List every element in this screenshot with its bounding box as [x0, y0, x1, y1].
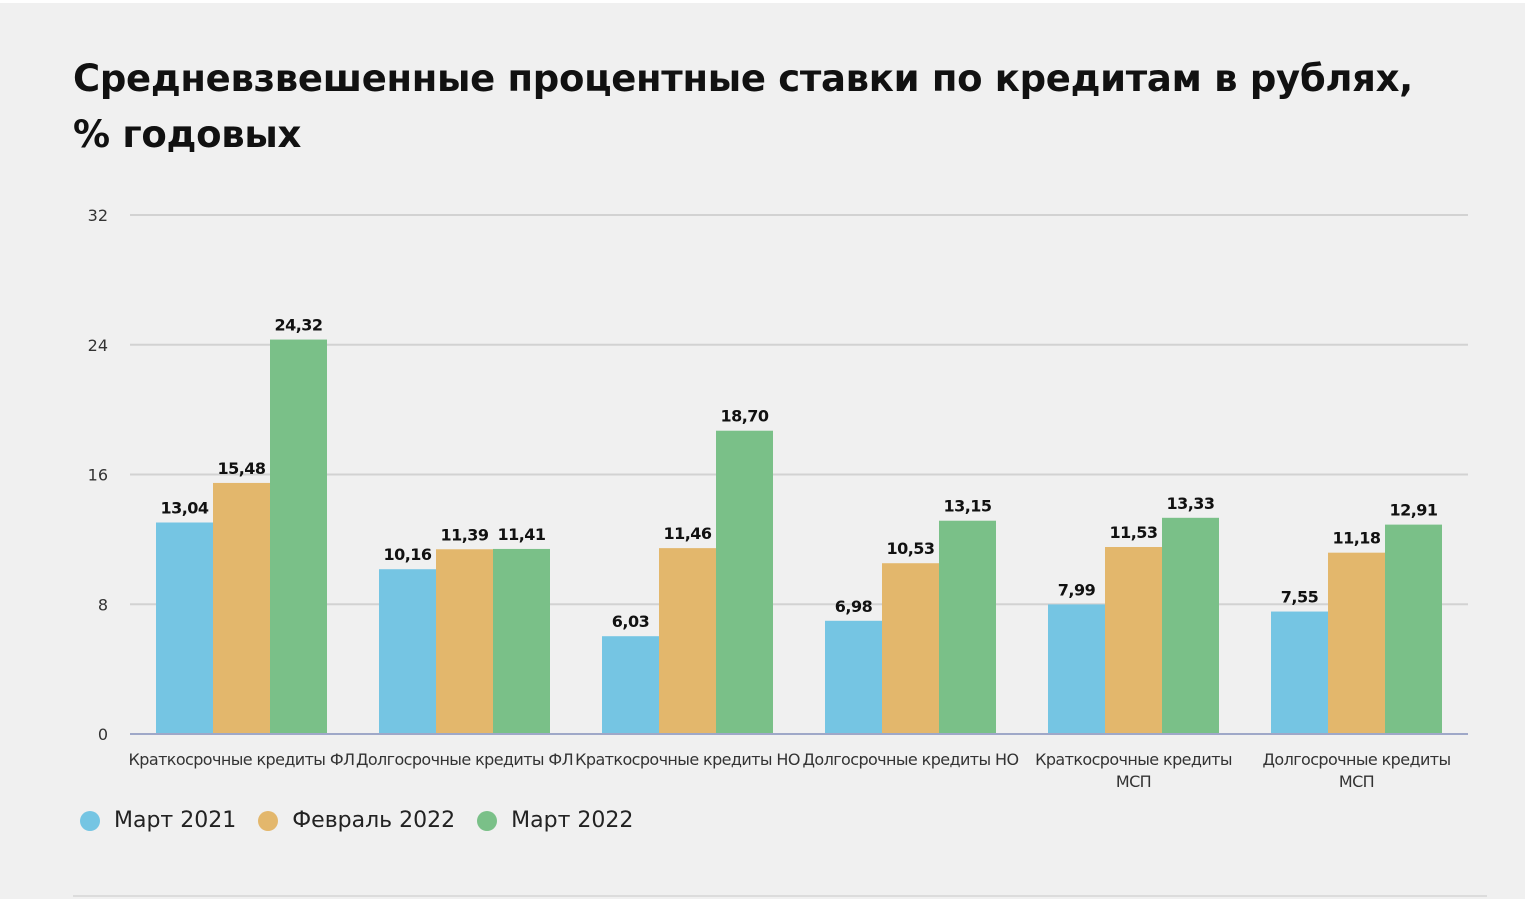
data-label: 15,48 — [217, 459, 265, 478]
data-label: 13,04 — [160, 499, 208, 518]
bar — [379, 569, 436, 734]
x-tick-label: Краткосрочные кредиты ФЛ — [129, 750, 355, 769]
legend-label: Март 2022 — [511, 808, 634, 833]
bar — [493, 548, 550, 734]
data-label: 18,70 — [720, 407, 768, 426]
legend-item[interactable]: Март 2022 — [477, 808, 633, 833]
data-label: 6,98 — [835, 597, 873, 616]
data-label: 11,53 — [1109, 523, 1157, 542]
bar — [716, 430, 773, 734]
x-tick-label: Краткосрочные кредиты — [1035, 750, 1232, 769]
legend-swatch-icon — [80, 810, 100, 831]
bar — [825, 620, 882, 734]
x-tick-label: Краткосрочные кредиты НО — [575, 750, 800, 769]
x-tick-label: Долгосрочные кредиты ФЛ — [356, 750, 573, 769]
bar — [156, 522, 213, 734]
bar — [1328, 552, 1385, 734]
data-label: 11,46 — [663, 524, 711, 543]
data-label: 7,99 — [1058, 580, 1096, 599]
legend: Март 2021 Февраль 2022 Март 2022 — [80, 808, 655, 833]
data-label: 7,55 — [1281, 588, 1319, 607]
bar — [1048, 604, 1105, 734]
data-label: 24,32 — [274, 316, 322, 335]
data-label: 10,53 — [886, 539, 934, 558]
data-label: 13,33 — [1166, 494, 1214, 513]
y-tick-label: 0 — [98, 725, 108, 744]
legend-label: Февраль 2022 — [292, 808, 456, 833]
x-tick-label: МСП — [1339, 772, 1374, 791]
bar — [1105, 546, 1162, 734]
legend-item[interactable]: Март 2021 — [80, 808, 236, 833]
bar — [1385, 524, 1442, 734]
x-tick-label: Долгосрочные кредиты — [1262, 750, 1450, 769]
bar — [602, 636, 659, 734]
bar — [1162, 517, 1219, 734]
bar — [270, 339, 327, 734]
data-label: 6,03 — [612, 612, 649, 631]
legend-item[interactable]: Февраль 2022 — [258, 808, 455, 833]
data-label: 11,39 — [440, 525, 488, 544]
data-label: 11,41 — [497, 525, 545, 544]
chart-title: Средневзвешенные процентные ставки по кр… — [73, 57, 1413, 156]
bar — [436, 549, 493, 734]
data-label: 10,16 — [383, 545, 431, 564]
legend-swatch-icon — [258, 810, 279, 831]
bar — [213, 482, 270, 734]
y-tick-label: 24 — [88, 336, 108, 355]
x-tick-label: МСП — [1116, 772, 1151, 791]
bar — [1271, 611, 1328, 734]
legend-label: Март 2021 — [114, 808, 237, 833]
bar — [882, 563, 939, 734]
y-tick-label: 8 — [98, 595, 108, 614]
data-label: 13,15 — [943, 497, 991, 516]
bar — [939, 520, 996, 734]
y-tick-label: 32 — [88, 206, 108, 225]
legend-swatch-icon — [477, 810, 498, 831]
divider — [73, 895, 1487, 897]
data-label: 11,18 — [1332, 529, 1380, 548]
bar — [659, 548, 716, 734]
x-tick-label: Долгосрочные кредиты НО — [803, 750, 1019, 769]
data-label: 12,91 — [1389, 501, 1437, 520]
y-tick-label: 16 — [88, 466, 108, 485]
